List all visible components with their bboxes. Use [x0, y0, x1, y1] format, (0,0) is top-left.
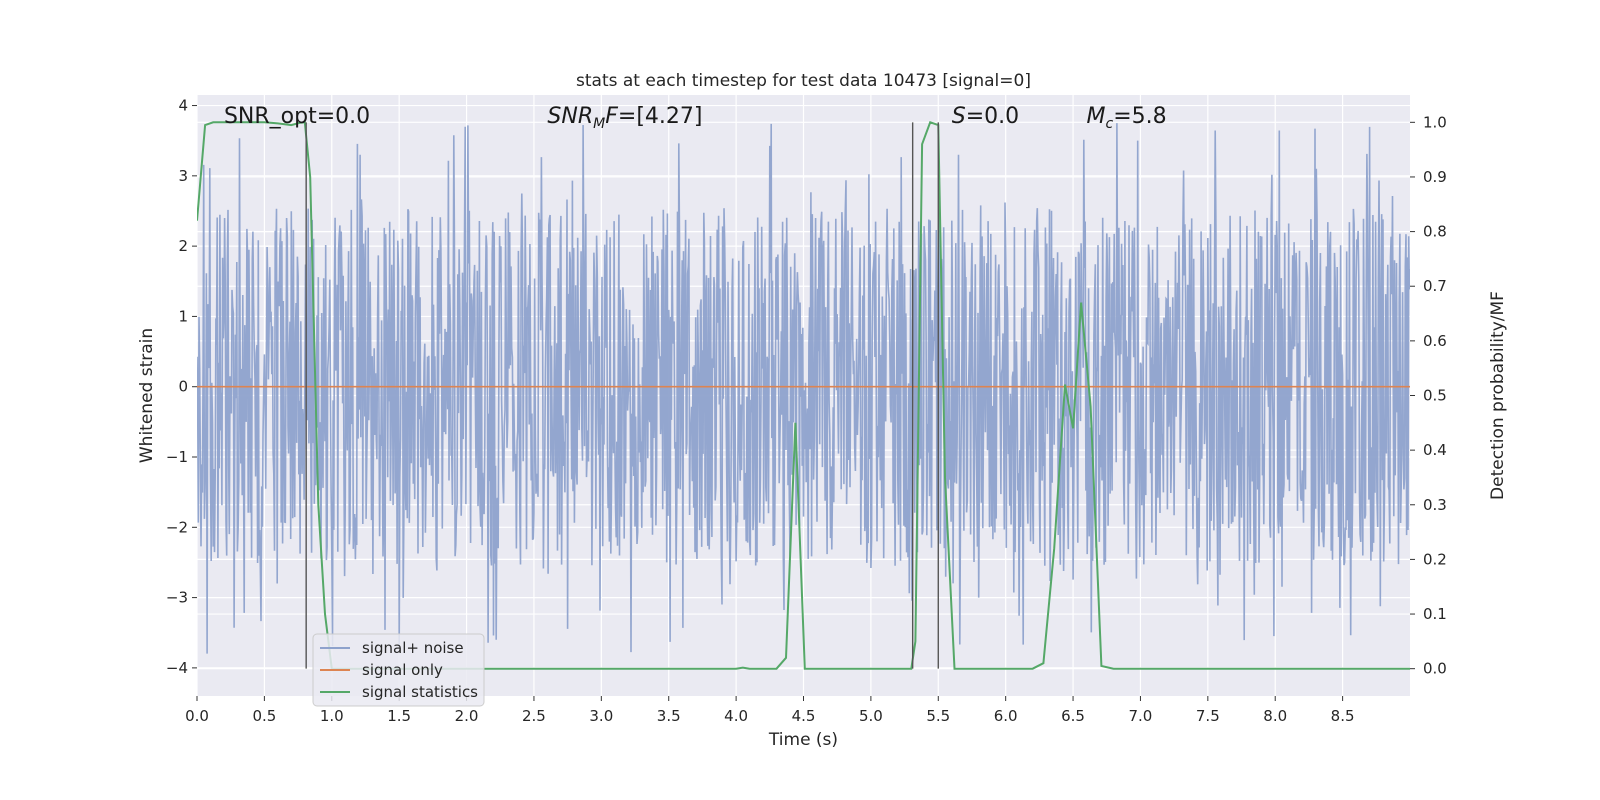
chart-title: stats at each timestep for test data 104… [576, 71, 1031, 91]
y2-axis-label: Detection probability/MF [1488, 291, 1508, 500]
series-signal-statistics [197, 121, 1410, 670]
y-tick-label: −3 [166, 589, 188, 607]
y-tick-label: −1 [166, 448, 188, 466]
y-tick-label: 4 [178, 97, 188, 115]
y-tick-label: 2 [178, 237, 188, 255]
y2-tick-label: 0.1 [1423, 605, 1447, 623]
x-tick-label: 4.0 [724, 707, 748, 725]
x-axis-label: Time (s) [768, 730, 838, 750]
x-tick-label: 0.5 [252, 707, 276, 725]
legend-entry: signal+ noise [362, 639, 464, 657]
y2-tick-label: 0.8 [1423, 223, 1447, 241]
y2-tick-label: 0.4 [1423, 441, 1447, 459]
legend: signal+ noise signal only signal statistic… [312, 633, 485, 707]
legend-box [312, 633, 485, 707]
y-tick-label: 1 [178, 307, 188, 325]
y-tick-label: 0 [178, 378, 188, 396]
y-tick-label: −4 [166, 659, 188, 677]
axis-ticks: 0.0 0.5 1.0 1.5 2.0 2.5 3.0 3.5 4.0 4.5 5.0 5.5 6.0 6… [166, 97, 1447, 725]
y2-tick-label: 1.0 [1423, 113, 1447, 131]
x-tick-label: 6.0 [994, 707, 1018, 725]
x-tick-label: 7.0 [1129, 707, 1153, 725]
y2-tick-label: 0.9 [1423, 168, 1447, 186]
x-tick-label: 1.0 [320, 707, 344, 725]
annotation: Mc=5.8 [1087, 104, 1167, 132]
y2-tick-label: 0.3 [1423, 496, 1447, 514]
y-tick-label: 3 [178, 167, 188, 185]
x-tick-label: 8.0 [1263, 707, 1287, 725]
annotation: S=0.0 [952, 104, 1019, 129]
x-tick-label: 8.5 [1331, 707, 1355, 725]
annotations: SNR_opt=0.0 SNRMF=[4.27] S=0.0 Mc=5.8 [224, 104, 1167, 132]
vertical-markers [305, 122, 939, 669]
y2-tick-label: 0.5 [1423, 387, 1447, 405]
y-axis-label: Whitened strain [137, 328, 157, 463]
x-tick-label: 4.5 [792, 707, 816, 725]
legend-entry: signal only [362, 661, 443, 679]
x-tick-label: 2.0 [455, 707, 479, 725]
y2-tick-label: 0.0 [1423, 660, 1447, 678]
x-tick-label: 1.5 [387, 707, 411, 725]
y2-tick-label: 0.6 [1423, 332, 1447, 350]
x-tick-label: 6.5 [1061, 707, 1085, 725]
annotation: SNR_opt=0.0 [224, 104, 370, 129]
y2-tick-label: 0.7 [1423, 277, 1447, 295]
legend-entry: signal statistics [362, 683, 478, 701]
y2-tick-label: 0.2 [1423, 550, 1447, 568]
x-tick-label: 3.0 [589, 707, 613, 725]
x-tick-label: 5.0 [859, 707, 883, 725]
x-tick-label: 3.5 [657, 707, 681, 725]
annotation: SNRMF=[4.27] [547, 104, 702, 132]
x-tick-label: 2.5 [522, 707, 546, 725]
x-tick-label: 0.0 [185, 707, 209, 725]
x-tick-label: 5.5 [926, 707, 950, 725]
x-tick-label: 7.5 [1196, 707, 1220, 725]
y-tick-label: −2 [166, 518, 188, 536]
